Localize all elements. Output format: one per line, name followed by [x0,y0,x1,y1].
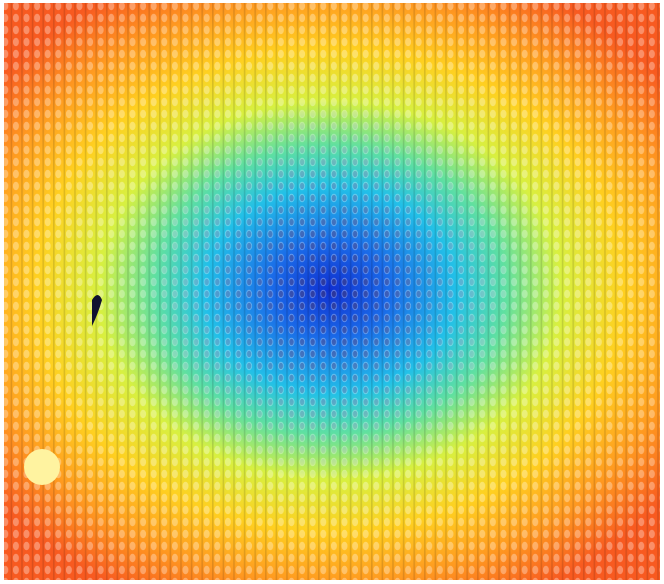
defect-mark [92,295,102,326]
core-spots [4,0,660,580]
marker-dot [24,449,60,485]
